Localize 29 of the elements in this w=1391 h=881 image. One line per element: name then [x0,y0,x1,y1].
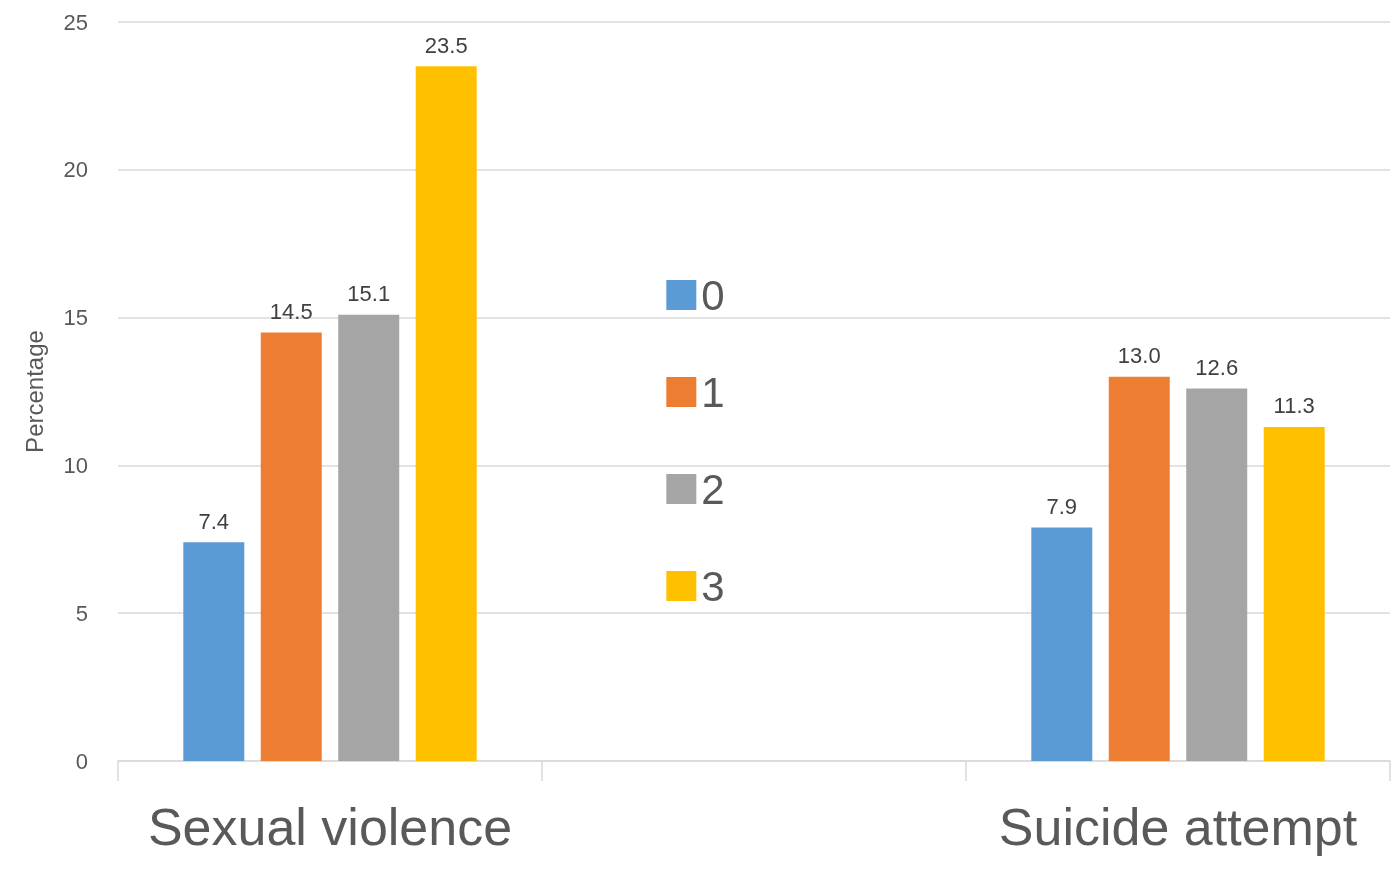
bar [260,332,322,761]
bar [1263,426,1325,761]
bar [338,314,400,761]
y-tick-label: 25 [63,9,88,35]
data-label: 13.0 [1117,343,1161,369]
y-tick-label: 20 [63,157,88,183]
y-tick-label: 15 [63,305,88,331]
bar [1108,376,1170,761]
x-tick-label: Sexual violence [147,798,513,856]
data-label: 12.6 [1195,355,1239,381]
bar [1186,388,1248,761]
y-tick-label: 0 [75,748,88,774]
data-label: 7.4 [198,508,230,534]
data-label: 11.3 [1273,393,1315,419]
data-label: 23.5 [424,32,468,58]
y-tick-label: 10 [63,452,88,478]
data-label: 7.9 [1046,493,1078,519]
bar [183,542,245,761]
data-label: 15.1 [347,281,391,307]
data-label: 14.5 [269,298,313,324]
legend-label: 3 [701,562,725,610]
y-axis-title: Percentage [20,330,48,453]
legend-label: 1 [701,368,725,416]
legend-label: 0 [701,271,725,319]
bar [415,66,477,761]
bar [1031,527,1093,761]
x-tick-label: Suicide attempt [998,798,1358,856]
legend-label: 2 [701,465,725,513]
y-tick-label: 5 [75,600,88,626]
